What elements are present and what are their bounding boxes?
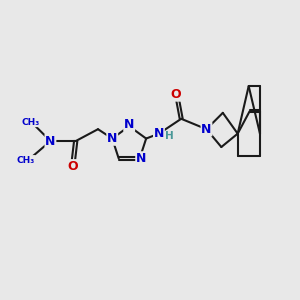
- Text: N: N: [201, 123, 212, 136]
- Text: O: O: [171, 88, 182, 101]
- Text: N: N: [45, 135, 56, 148]
- Text: N: N: [136, 152, 146, 165]
- Text: H: H: [165, 131, 174, 141]
- Text: CH₃: CH₃: [17, 156, 35, 165]
- Text: CH₃: CH₃: [21, 118, 39, 127]
- Text: N: N: [107, 132, 117, 145]
- Text: N: N: [124, 118, 134, 131]
- Text: O: O: [68, 160, 78, 173]
- Text: N: N: [154, 127, 164, 140]
